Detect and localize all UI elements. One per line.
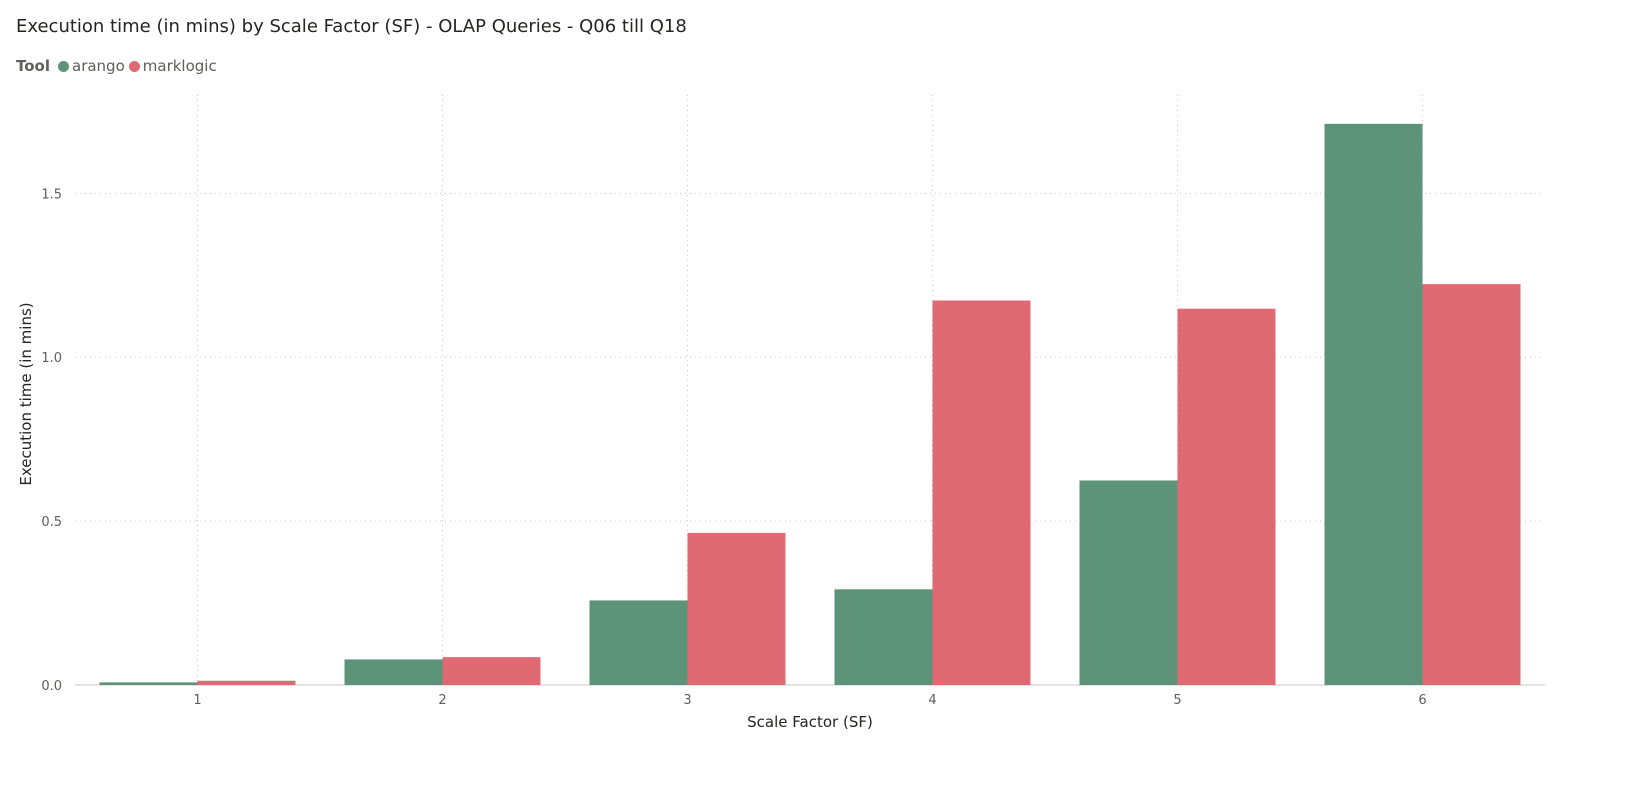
y-tick-label: 0.5 (41, 515, 62, 530)
x-tick-label: 1 (193, 693, 201, 708)
legend: Tool arango marklogic (16, 57, 221, 75)
legend-label-arango: arango (72, 57, 125, 75)
bar-marklogic-sf1 (197, 680, 296, 685)
y-axis-title: Execution time (in mins) (17, 302, 35, 485)
bar-arango-sf4 (834, 589, 933, 685)
bar-arango-sf5 (1079, 480, 1178, 685)
legend-marker-marklogic (128, 60, 140, 72)
y-tick-label: 1.0 (41, 351, 62, 366)
bar-marklogic-sf2 (442, 657, 541, 685)
x-axis-title: Scale Factor (SF) (747, 713, 873, 731)
bar-marklogic-sf6 (1422, 284, 1521, 685)
legend-item-arango[interactable]: arango (58, 57, 125, 75)
chart-title: Execution time (in mins) by Scale Factor… (16, 16, 687, 37)
x-tick-label: 6 (1418, 693, 1426, 708)
bar-arango-sf3 (589, 600, 688, 685)
bar-arango-sf1 (99, 682, 198, 685)
x-tick-label: 3 (683, 693, 691, 708)
x-tick-label: 4 (928, 693, 936, 708)
bar-marklogic-sf5 (1177, 308, 1276, 685)
legend-label-marklogic: marklogic (142, 57, 217, 75)
x-tick-label: 2 (438, 693, 446, 708)
legend-title: Tool (16, 57, 50, 75)
bar-marklogic-sf4 (932, 300, 1031, 685)
y-tick-label: 0.0 (41, 679, 62, 694)
x-tick-label: 5 (1173, 693, 1181, 708)
y-tick-label: 1.5 (41, 187, 62, 202)
bar-arango-sf2 (344, 659, 443, 685)
bar-marklogic-sf3 (687, 532, 786, 685)
legend-item-marklogic[interactable]: marklogic (128, 57, 217, 75)
legend-marker-arango (58, 60, 69, 72)
bar-arango-sf6 (1324, 123, 1423, 686)
